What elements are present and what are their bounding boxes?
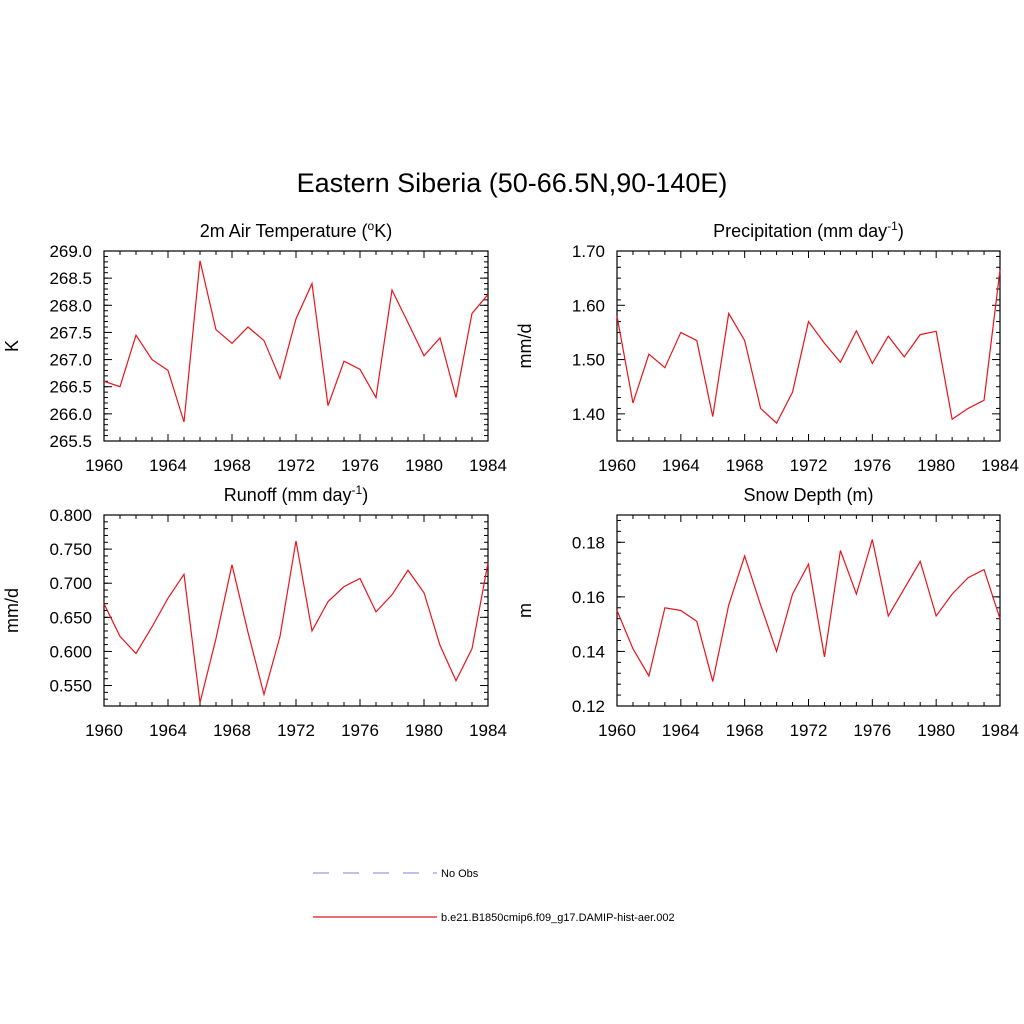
y-tick-label: 0.550 [49,677,92,696]
panel-3: Runoff (mm day-1) mm/d 1960 1964 1968 1972 197… [2,483,507,740]
figure-title: Eastern Siberia (50-66.5N,90-140E) [296,168,728,198]
legend-label: b.e21.B1850cmip6.f09_g17.DAMIP-hist-aer.… [441,912,675,924]
x-tick-label: 1976 [341,456,379,475]
x-tick-label: 1980 [405,721,443,740]
legend: No Obs b.e21.B1850cmip6.f09_g17.DAMIP-his… [313,868,675,924]
y-axis-label: m [515,603,535,618]
y-tick-label: 268.0 [49,296,92,315]
panel-title: Snow Depth (m) [743,485,873,505]
x-tick-label: 1968 [213,456,251,475]
x-tick-label: 1984 [469,721,507,740]
y-tick-label: 0.12 [572,697,605,716]
x-tick-label: 1984 [469,456,507,475]
x-tick-label: 1960 [85,456,123,475]
x-tick-label: 1984 [981,721,1019,740]
x-tick-label: 1972 [277,456,315,475]
y-tick-label: 1.60 [572,296,605,315]
y-tick-label: 267.5 [49,323,92,342]
panel-2: Precipitation (mm day-1) mm/d 1960 1964 1968… [515,219,1019,475]
x-tick-label: 1964 [662,456,700,475]
x-tick-label: 1976 [853,456,891,475]
y-tick-label: 268.5 [49,269,92,288]
x-tick-label: 1976 [341,721,379,740]
x-tick-label: 1980 [405,456,443,475]
plot-frame [103,250,489,442]
x-tick-label: 1964 [149,721,187,740]
y-tick-label: 269.0 [49,242,92,261]
plot-frame [616,514,1001,707]
y-tick-label: 0.16 [572,588,605,607]
series-line [103,260,489,423]
y-tick-label: 0.700 [49,574,92,593]
x-tick-label: 1972 [277,721,315,740]
y-tick-label: 266.0 [49,405,92,424]
y-tick-label: 1.70 [572,242,605,261]
x-tick-label: 1980 [917,721,955,740]
y-axis-label: mm/d [515,324,535,369]
x-tick-label: 1964 [662,721,700,740]
y-tick-label: 1.50 [572,351,605,370]
x-tick-label: 1968 [213,721,251,740]
legend-label: No Obs [441,868,479,880]
y-tick-label: 0.750 [49,540,92,559]
series-line [616,269,1001,425]
y-tick-label: 0.800 [49,506,92,525]
panel-title: 2m Air Temperature (oK) [200,219,392,241]
x-tick-label: 1960 [85,721,123,740]
x-tick-label: 1984 [981,456,1019,475]
y-axis-label: mm/d [2,588,22,633]
x-tick-label: 1968 [726,721,764,740]
x-tick-label: 1968 [726,456,764,475]
x-tick-label: 1980 [917,456,955,475]
y-tick-label: 0.650 [49,608,92,627]
x-tick-label: 1964 [149,456,187,475]
y-tick-label: 0.600 [49,642,92,661]
y-tick-label: 266.5 [49,378,92,397]
x-tick-label: 1972 [790,456,828,475]
y-axis-label: K [2,340,22,352]
y-tick-label: 267.0 [49,351,92,370]
series-line [103,540,489,703]
x-tick-label: 1972 [790,721,828,740]
x-tick-label: 1960 [598,721,636,740]
y-tick-label: 0.18 [572,533,605,552]
y-tick-label: 1.40 [572,405,605,424]
y-tick-label: 0.14 [572,642,605,661]
y-tick-label: 265.5 [49,432,92,451]
panel-title: Runoff (mm day-1) [224,483,368,505]
panel-4: Snow Depth (m) m 1960 1964 1968 1972 1976 1980 1… [515,485,1019,740]
panel-title: Precipitation (mm day-1) [713,219,904,241]
x-tick-label: 1976 [853,721,891,740]
x-tick-label: 1960 [598,456,636,475]
series-line [616,539,1001,682]
panel-1: 2m Air Temperature (oK) K 1960 1964 1968 1972… [2,219,507,475]
